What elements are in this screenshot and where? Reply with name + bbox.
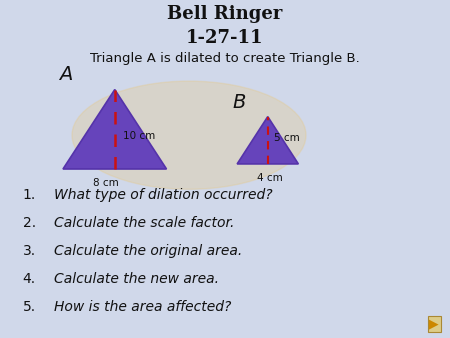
Text: 5 cm: 5 cm xyxy=(274,133,299,143)
Polygon shape xyxy=(237,117,298,164)
Polygon shape xyxy=(63,90,166,169)
Text: A: A xyxy=(58,66,72,84)
Text: B: B xyxy=(233,93,246,112)
Ellipse shape xyxy=(72,81,306,189)
Text: 1.: 1. xyxy=(22,188,36,201)
Text: Bell Ringer: Bell Ringer xyxy=(167,5,283,23)
Text: What type of dilation occurred?: What type of dilation occurred? xyxy=(54,188,273,201)
Text: How is the area affected?: How is the area affected? xyxy=(54,300,231,314)
Text: 4 cm: 4 cm xyxy=(257,173,283,184)
Text: Triangle A is dilated to create Triangle B.: Triangle A is dilated to create Triangle… xyxy=(90,52,360,65)
Text: 2.: 2. xyxy=(22,216,36,230)
Text: 8 cm: 8 cm xyxy=(93,178,119,189)
Text: 10 cm: 10 cm xyxy=(123,131,155,141)
Text: 5.: 5. xyxy=(22,300,36,314)
Text: ▶: ▶ xyxy=(429,318,439,331)
Text: 4.: 4. xyxy=(22,272,36,286)
Text: 3.: 3. xyxy=(22,244,36,258)
Text: 1-27-11: 1-27-11 xyxy=(186,29,264,47)
Text: Calculate the original area.: Calculate the original area. xyxy=(54,244,242,258)
Text: Calculate the new area.: Calculate the new area. xyxy=(54,272,219,286)
Text: Calculate the scale factor.: Calculate the scale factor. xyxy=(54,216,234,230)
